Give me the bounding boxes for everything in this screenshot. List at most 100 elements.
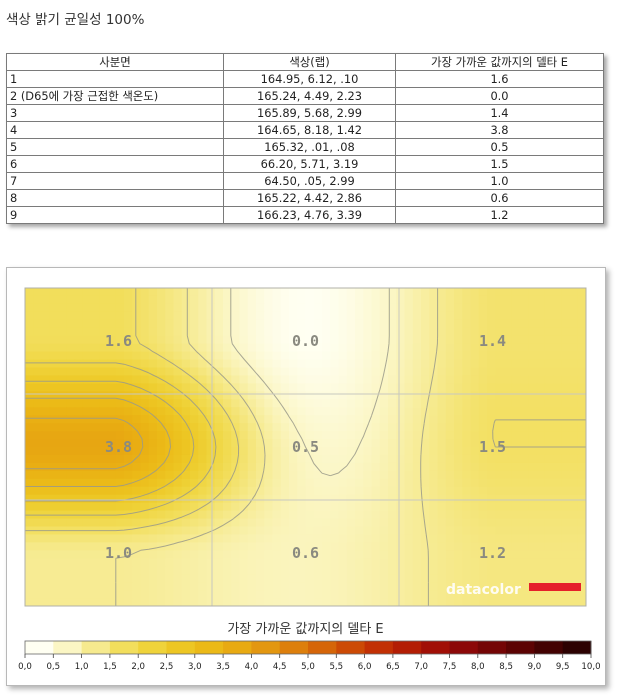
heatmap-cell — [388, 383, 397, 392]
heatmap-cell — [379, 295, 389, 305]
heatmap-cell — [165, 534, 175, 543]
heatmap-cell — [503, 478, 513, 488]
colorbar-swatch — [25, 641, 54, 654]
heatmap-cell — [132, 518, 142, 528]
colorbar-tick-label: 2,0 — [131, 662, 145, 672]
heatmap-cell — [165, 542, 175, 551]
heatmap-cell — [148, 343, 158, 353]
heatmap-cell — [181, 550, 191, 559]
heatmap-cell — [313, 423, 323, 432]
heatmap-cell — [247, 447, 257, 456]
heatmap-cell — [272, 478, 282, 488]
heatmap-cell — [412, 423, 422, 432]
heatmap-cell — [297, 478, 307, 488]
heatmap-cell — [223, 502, 232, 512]
heatmap-cell — [264, 502, 274, 512]
heatmap-cell — [115, 486, 125, 496]
heatmap-cell — [495, 327, 505, 337]
heatmap-cell — [577, 494, 586, 504]
heatmap-cell — [206, 407, 216, 416]
heatmap-cell — [478, 447, 488, 456]
heatmap-cell — [173, 542, 183, 551]
heatmap-cell — [148, 598, 158, 606]
heatmap-cell — [462, 399, 472, 408]
heatmap-cell — [198, 327, 208, 337]
heatmap-cell — [470, 502, 480, 512]
heatmap-cell — [173, 383, 183, 392]
heatmap-cell — [561, 566, 571, 575]
heatmap-cell — [25, 288, 34, 297]
data-label: 1.4 — [479, 332, 506, 350]
heatmap-cell — [338, 391, 348, 400]
heatmap-cell — [396, 590, 406, 599]
heatmap-cell — [338, 327, 348, 337]
heatmap-cell — [388, 558, 397, 567]
heatmap-cell — [569, 566, 579, 575]
heatmap-cell — [239, 566, 249, 575]
heatmap-cell — [107, 478, 117, 488]
heatmap-cell — [256, 375, 265, 384]
heatmap-cell — [346, 462, 356, 472]
heatmap-cell — [544, 526, 554, 536]
heatmap-cell — [107, 351, 117, 361]
heatmap-cell — [355, 415, 364, 424]
heatmap-cell — [107, 494, 117, 504]
heatmap-cell — [470, 534, 480, 543]
heatmap-cell — [305, 550, 315, 559]
heatmap-cell — [74, 295, 84, 305]
heatmap-cell — [544, 518, 554, 528]
heatmap-cell — [297, 470, 307, 480]
heatmap-cell — [322, 367, 331, 377]
heatmap-cell — [462, 454, 472, 464]
heatmap-cell — [462, 534, 472, 543]
heatmap-cell — [487, 566, 496, 575]
heatmap-cell — [198, 311, 208, 321]
heatmap-cell — [322, 383, 331, 392]
heatmap-cell — [41, 415, 51, 424]
heatmap-cell — [190, 431, 199, 440]
heatmap-cell — [470, 574, 480, 583]
heatmap-cell — [454, 303, 463, 313]
quadrant-cell: 3 — [6, 104, 224, 122]
heatmap-cell — [412, 367, 422, 377]
heatmap-cell — [511, 311, 521, 321]
heatmap-cell — [363, 431, 373, 440]
delta-e-cell: 0.0 — [395, 87, 604, 105]
heatmap-cell — [148, 550, 158, 559]
heatmap-cell — [256, 470, 265, 480]
heatmap-cell — [495, 391, 505, 400]
heatmap-cell — [371, 566, 381, 575]
heatmap-cell — [421, 462, 430, 472]
heatmap-cell — [330, 598, 340, 606]
heatmap-cell — [173, 574, 183, 583]
heatmap-cell — [421, 407, 430, 416]
lab-value-cell: 64.50, .05, 2.99 — [223, 172, 396, 190]
heatmap-cell — [462, 431, 472, 440]
heatmap-cell — [536, 351, 546, 361]
heatmap-cell — [91, 550, 100, 559]
heatmap-cell — [214, 288, 224, 297]
heatmap-cell — [82, 534, 92, 543]
data-label: 3.8 — [105, 438, 132, 456]
heatmap-cell — [429, 542, 439, 551]
heatmap-cell — [503, 351, 513, 361]
heatmap-cell — [297, 542, 307, 551]
heatmap-cell — [41, 550, 51, 559]
heatmap-cell — [313, 598, 323, 606]
heatmap-cell — [190, 462, 199, 472]
heatmap-cell — [157, 327, 166, 337]
heatmap-cell — [363, 494, 373, 504]
heatmap-cell — [487, 439, 496, 448]
heatmap-cell — [330, 550, 340, 559]
heatmap-cell — [544, 383, 554, 392]
heatmap-cell — [553, 359, 562, 369]
heatmap-cell — [41, 407, 51, 416]
heatmap-cell — [297, 431, 307, 440]
heatmap-cell — [74, 550, 84, 559]
heatmap-cell — [297, 335, 307, 345]
heatmap-cell — [25, 415, 34, 424]
heatmap-cell — [247, 311, 257, 321]
heatmap-cell — [313, 359, 323, 369]
heatmap-cell — [165, 303, 175, 313]
